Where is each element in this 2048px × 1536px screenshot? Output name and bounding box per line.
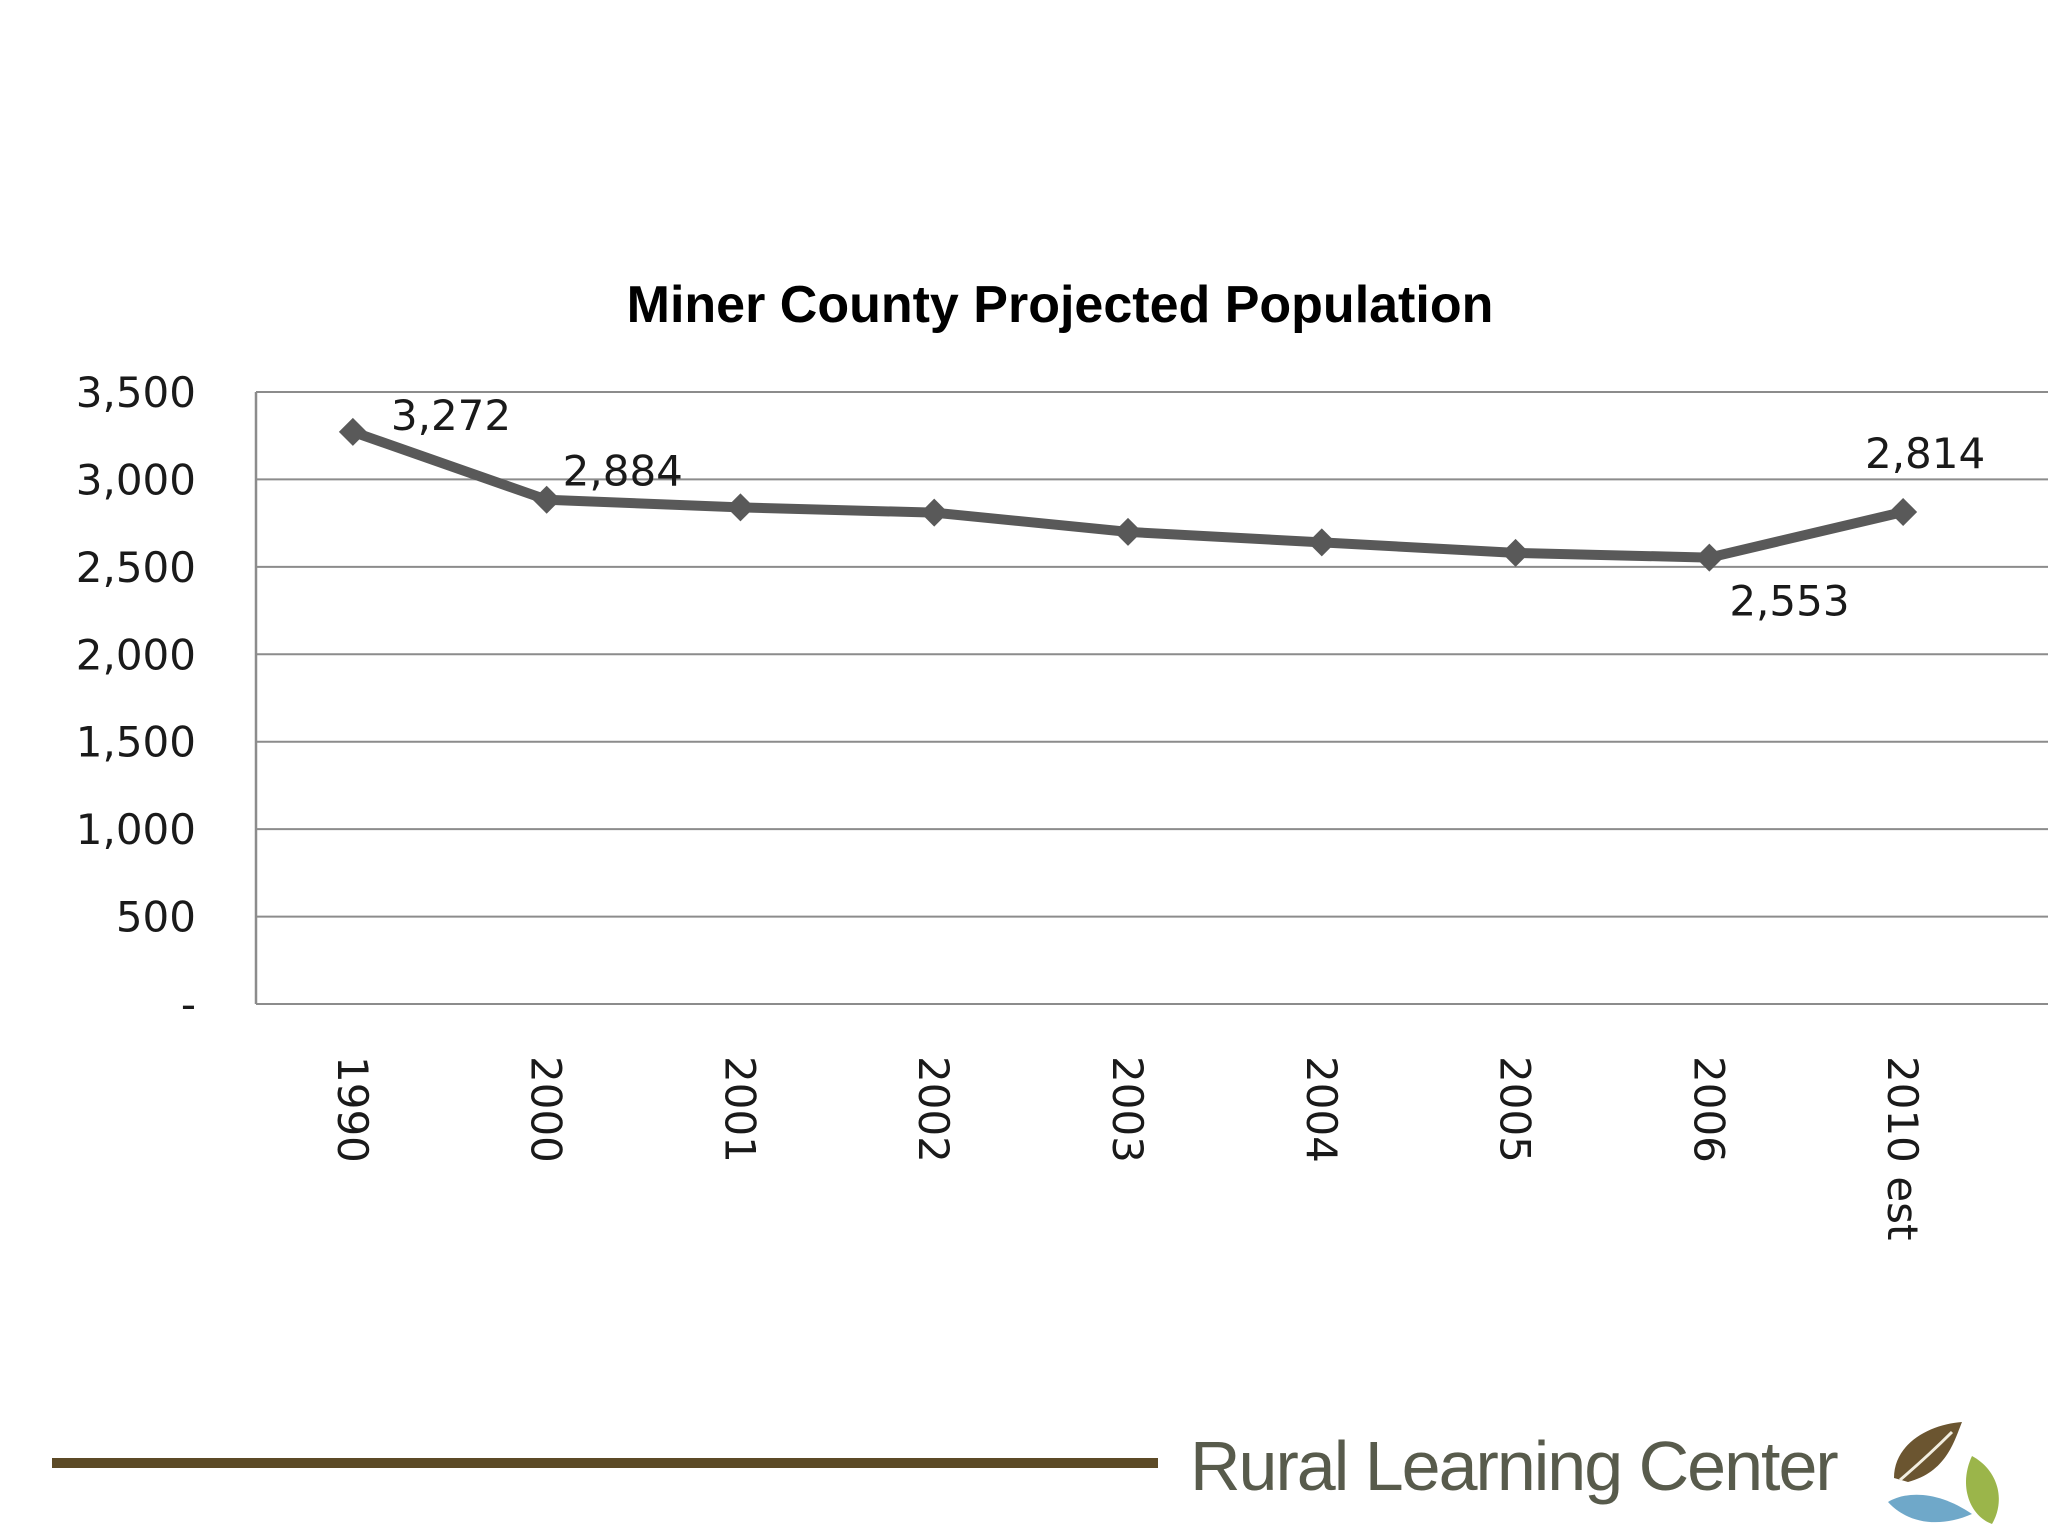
x-tick-label: 2005 (1491, 1056, 1540, 1163)
y-tick-label: 2,500 (76, 543, 196, 592)
data-label: 2,884 (563, 447, 683, 496)
y-tick-label: 3,000 (76, 455, 196, 504)
y-tick-label: 1,000 (76, 805, 196, 854)
x-tick-label: 2010 est (1878, 1056, 1927, 1240)
x-tick-label: 2006 (1684, 1056, 1733, 1163)
data-point-marker (532, 485, 561, 514)
series-group (338, 417, 1918, 572)
x-tick-label: 2002 (909, 1056, 958, 1163)
footer-rule (52, 1458, 1158, 1468)
y-tick-label: 1,500 (76, 718, 196, 767)
gridlines (254, 391, 2048, 1005)
data-labels: 3,272 2,884 2,553 2,814 (391, 391, 1985, 626)
y-axis-ticks: - 500 1,000 1,500 2,000 2,500 3,000 3,500 (76, 368, 196, 1029)
data-point-marker (726, 493, 755, 522)
logo: Rural Learning Center (1190, 1420, 2010, 1530)
x-tick-label: 1990 (328, 1056, 377, 1163)
data-point-marker (1307, 528, 1336, 557)
data-label: 3,272 (391, 391, 511, 440)
logo-text: Rural Learning Center (1190, 1427, 1839, 1505)
y-tick-label: 3,500 (76, 368, 196, 417)
data-label: 2,814 (1865, 429, 1985, 478)
y-tick-label: - (181, 980, 196, 1029)
data-label: 2,553 (1729, 577, 1849, 626)
data-point-marker (920, 498, 949, 527)
y-tick-label: 500 (116, 893, 196, 942)
data-point-marker (1695, 543, 1724, 572)
data-point-marker (1501, 538, 1530, 567)
data-point-marker (1889, 497, 1918, 526)
y-tick-label: 2,000 (76, 630, 196, 679)
x-tick-label: 2004 (1297, 1056, 1346, 1163)
x-tick-label: 2000 (522, 1056, 571, 1163)
x-tick-label: 2001 (715, 1056, 764, 1163)
leaf-icon (1888, 1422, 1999, 1524)
x-axis-ticks: 1990 2000 2001 2002 2003 2004 2005 2006 2010 est (328, 1056, 1927, 1240)
x-tick-label: 2003 (1103, 1056, 1152, 1163)
data-point-marker (338, 417, 367, 446)
chart-title: Miner County Projected Population (627, 276, 1494, 334)
data-point-marker (1114, 517, 1142, 546)
